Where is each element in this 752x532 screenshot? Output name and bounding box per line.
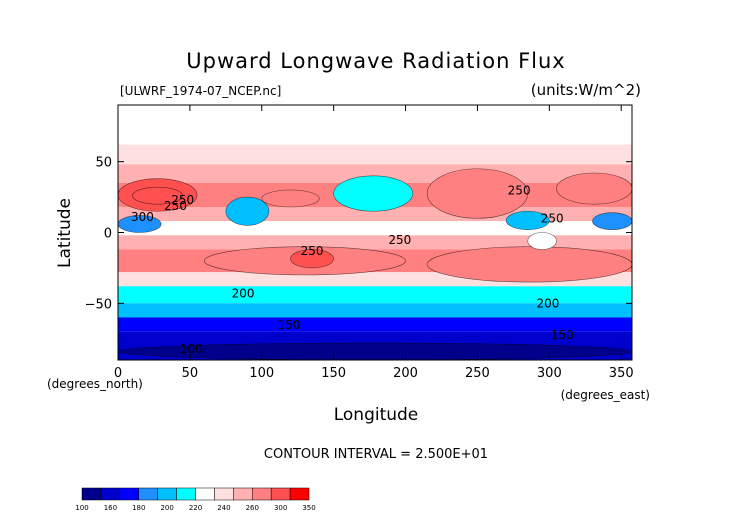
flux-region xyxy=(527,232,557,250)
flux-region xyxy=(333,175,414,212)
flux-region xyxy=(592,212,632,230)
contour-label: 250 xyxy=(301,244,324,258)
colorbar-swatch xyxy=(233,487,253,501)
x-axis-ticks: 0 50 100 150 200 250 300 350 xyxy=(114,105,634,381)
flux-region xyxy=(426,168,529,219)
colorbar-label: 160 xyxy=(104,504,117,512)
heatmap-plot xyxy=(118,105,632,360)
colorbar-label: 200 xyxy=(160,504,173,512)
flux-region xyxy=(290,249,334,269)
contour-label: 150 xyxy=(278,318,301,332)
flux-features xyxy=(118,168,632,360)
colorbar-swatch xyxy=(252,487,272,501)
colorbar-label: 100 xyxy=(75,504,88,512)
y-axis-ticks: −50 0 50 xyxy=(85,156,632,312)
colorbar-label: 240 xyxy=(217,504,230,512)
contour-label: 200 xyxy=(232,287,255,301)
flux-region xyxy=(118,342,632,360)
colorbar-swatch xyxy=(289,487,310,501)
x-tick-label: 150 xyxy=(321,366,346,381)
contour-label: 250 xyxy=(508,183,531,197)
colorbar-label: 180 xyxy=(132,504,145,512)
y-tick-label: 50 xyxy=(95,156,112,171)
y-tick-label: −50 xyxy=(85,297,112,312)
colorbar-label: 220 xyxy=(189,504,202,512)
x-tick-label: 0 xyxy=(114,366,122,381)
colorbar-swatch xyxy=(138,487,158,501)
x-tick-label: 50 xyxy=(182,366,199,381)
colorbar-labels: 100 160 180 200 220 240 260 300 350 xyxy=(75,504,315,512)
latitude-band xyxy=(118,303,632,318)
x-axis-label: Longitude xyxy=(334,405,419,425)
colorbar-swatch xyxy=(100,487,121,501)
y-axis-units: (degrees_north) xyxy=(47,377,143,391)
x-tick-label: 350 xyxy=(609,366,634,381)
colorbar-label: 260 xyxy=(246,504,259,512)
contour-interval-label: CONTOUR INTERVAL = 2.500E+01 xyxy=(264,447,488,462)
flux-region xyxy=(505,210,550,230)
x-tick-label: 100 xyxy=(249,366,274,381)
flux-region xyxy=(118,215,162,233)
colorbar-label: 300 xyxy=(274,504,287,512)
y-tick-label: 0 xyxy=(104,227,112,242)
latitude-band xyxy=(118,122,632,145)
latitude-band xyxy=(118,144,632,165)
latitude-bands xyxy=(118,105,632,360)
latitude-band xyxy=(118,235,632,250)
contour-label: 100 xyxy=(180,342,203,356)
colorbar-swatch xyxy=(119,487,140,501)
latitude-band xyxy=(118,317,632,332)
x-axis-units: (degrees_east) xyxy=(561,388,650,402)
colorbar xyxy=(81,487,310,501)
contour-label: 250 xyxy=(388,233,411,247)
flux-region xyxy=(556,172,632,205)
colorbar-swatch xyxy=(195,487,215,501)
y-axis-label: Latitude xyxy=(55,198,75,268)
latitude-band xyxy=(118,286,632,304)
colorbar-swatch xyxy=(176,487,196,501)
contour-label: 250 xyxy=(171,193,194,207)
colorbar-swatch xyxy=(157,487,177,501)
colorbar-swatch xyxy=(270,487,291,501)
colorbar-swatch xyxy=(214,487,234,501)
x-tick-label: 300 xyxy=(537,366,562,381)
flux-region xyxy=(132,186,183,205)
x-tick-label: 250 xyxy=(465,366,490,381)
flux-region xyxy=(225,196,270,226)
contour-label: 150 xyxy=(551,328,574,342)
contour-label: 300 xyxy=(131,210,154,224)
colorbar-swatch xyxy=(81,487,102,501)
contour-label: 200 xyxy=(536,297,559,311)
contour-label: 250 xyxy=(541,212,564,226)
chart-title: Upward Longwave Radiation Flux xyxy=(186,49,565,73)
units-label: (units:W/m^2) xyxy=(531,81,641,99)
flux-region xyxy=(426,246,632,283)
colorbar-label: 350 xyxy=(302,504,315,512)
x-tick-label: 200 xyxy=(393,366,418,381)
flux-region xyxy=(261,189,320,208)
dataset-label: [ULWRF_1974-07_NCEP.nc] xyxy=(120,84,281,98)
latitude-band xyxy=(118,105,632,122)
contour-label: 250 xyxy=(164,199,187,213)
